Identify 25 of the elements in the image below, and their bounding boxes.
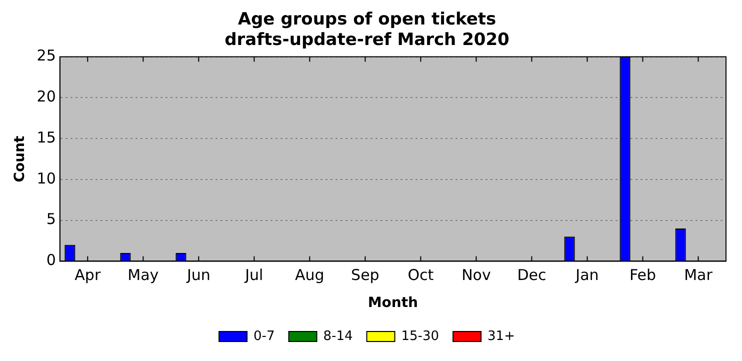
x-tick-label: Apr	[74, 266, 102, 284]
y-tick-label: 0	[46, 251, 56, 270]
legend-label: 8-14	[323, 328, 353, 344]
x-tick-label: May	[128, 266, 159, 284]
legend-label: 31+	[488, 328, 515, 344]
x-tick-label: Oct	[408, 266, 434, 284]
x-tick-label: Dec	[517, 266, 546, 284]
chart-title: Age groups of open tickets drafts-update-ref March 2020	[224, 10, 510, 50]
y-tick-label: 25	[36, 46, 56, 65]
legend-label: 0-7	[254, 328, 275, 344]
x-tick-label: Feb	[629, 266, 656, 284]
y-tick-label: 15	[36, 128, 56, 146]
x-axis-title: Month	[368, 295, 418, 312]
x-tick-label: Jan	[574, 266, 599, 284]
x-tick-label: Aug	[295, 266, 324, 284]
x-tick-label: Jul	[244, 266, 264, 284]
x-tick-label: Nov	[462, 266, 491, 284]
legend-label: 15-30	[401, 328, 440, 344]
y-tick-label: 20	[36, 88, 56, 106]
y-axis-title: Count	[12, 135, 28, 182]
y-tick-label: 5	[46, 210, 56, 228]
y-tick-label: 10	[36, 169, 56, 188]
x-tick-label: Jun	[186, 266, 210, 284]
x-tick-label: Sep	[351, 266, 380, 284]
x-tick-label: Mar	[684, 266, 714, 284]
